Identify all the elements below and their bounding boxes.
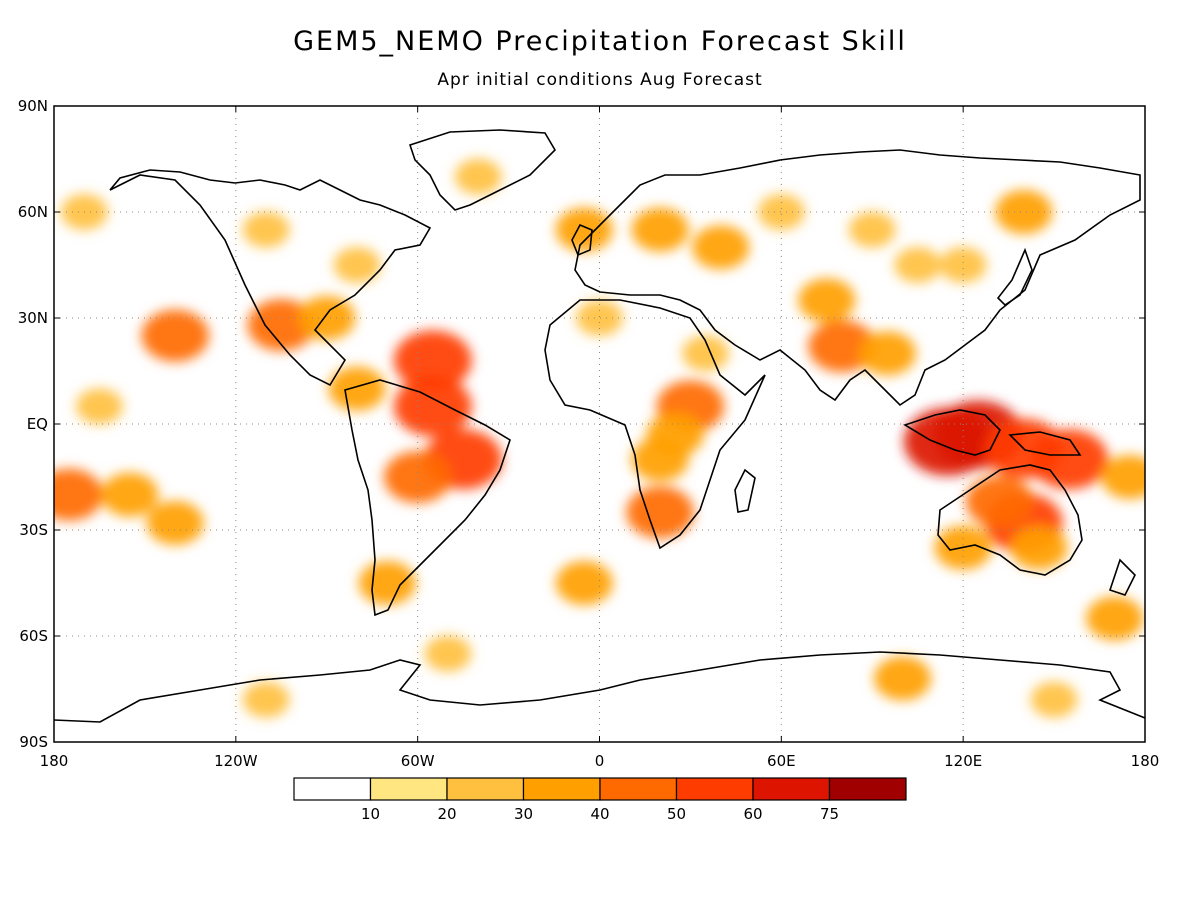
y-tick-label: 30N: [18, 309, 48, 327]
skill-region: [1030, 429, 1109, 490]
coast-japan: [996, 247, 1033, 307]
skill-region: [76, 388, 123, 425]
skill-region: [692, 225, 750, 270]
map-subtitle: Apr initial conditions Aug Forecast: [437, 70, 763, 90]
skill-region: [101, 472, 159, 517]
coast-greenland: [408, 129, 557, 211]
colorbar-swatch: [752, 777, 831, 801]
coast-south-america: [344, 379, 511, 617]
coast-indonesia: [903, 409, 1001, 456]
skill-region: [54, 468, 103, 521]
skill-region: [393, 376, 472, 437]
skill-region: [328, 366, 386, 411]
skill-region: [1030, 681, 1078, 718]
x-tick-label: 60E: [767, 752, 796, 770]
y-tick-label: 60S: [19, 627, 48, 645]
coast-australia: [937, 464, 1083, 576]
y-tick-label: 60N: [18, 203, 48, 221]
skill-region: [894, 247, 942, 283]
skill-region: [757, 194, 805, 230]
y-tick-label: 90N: [18, 97, 48, 115]
skill-region: [333, 247, 381, 283]
colorbar-swatch: [599, 777, 678, 801]
y-tick-label: 90S: [19, 733, 48, 751]
skill-region: [858, 331, 917, 376]
coast-africa: [544, 299, 766, 550]
skill-region: [146, 500, 204, 545]
coast-new-guinea: [1008, 431, 1082, 456]
skill-region: [555, 561, 613, 605]
map-title: GEM5_NEMO Precipitation Forecast Skill: [293, 26, 907, 57]
skill-region: [1086, 596, 1144, 641]
skill-region: [454, 158, 502, 195]
skill-region: [247, 299, 316, 352]
coast-antarctica: [54, 651, 1145, 723]
skill-region: [939, 247, 987, 283]
skill-region: [576, 300, 623, 336]
skill-region: [965, 475, 1034, 528]
coast-madagascar: [734, 468, 756, 513]
skill-region: [358, 561, 416, 605]
colorbar-swatch: [675, 777, 754, 801]
coast-new-zealand: [1108, 558, 1136, 596]
x-tick-label: 120E: [944, 752, 982, 770]
gridlines: [54, 106, 1145, 742]
skill-region: [298, 296, 356, 340]
colorbar-label: 30: [514, 805, 533, 823]
axes: 180 120W 60W 0 60E 120E 180 90N 60N 30N EQ 30S 60S 90…: [18, 97, 1160, 770]
skill-region: [646, 412, 704, 457]
colorbar-swatch: [828, 777, 907, 801]
x-tick-label: 180: [40, 752, 69, 770]
skill-region: [631, 207, 689, 252]
x-tick-label: 0: [595, 752, 605, 770]
skill-region: [798, 278, 856, 323]
skill-region: [1010, 525, 1068, 570]
colorbar-swatch: [369, 777, 448, 801]
skill-region: [141, 309, 210, 362]
colorbar-label: 75: [820, 805, 839, 823]
skill-region: [995, 190, 1053, 234]
coast-north-america: [109, 169, 432, 387]
skill-region: [808, 320, 876, 373]
skill-region: [383, 451, 452, 503]
colorbar-label: 20: [437, 805, 456, 823]
coast-eurasia: [574, 149, 1141, 407]
x-tick-label: 120W: [214, 752, 258, 770]
skill-region: [682, 335, 729, 372]
coastlines: [54, 129, 1145, 723]
colorbar-label: 10: [361, 805, 380, 823]
coast-british-isles: [571, 223, 593, 257]
y-tick-label: 30S: [19, 521, 48, 539]
colorbar-swatch: [446, 777, 525, 801]
x-tick-label: 60W: [401, 752, 435, 770]
skill-region: [1101, 455, 1145, 499]
y-tick-label: EQ: [27, 415, 48, 433]
colorbar-label: 40: [590, 805, 609, 823]
x-tick-label: 180: [1131, 752, 1160, 770]
colorbar-label: 50: [667, 805, 686, 823]
skill-region: [424, 635, 472, 672]
skill-region: [848, 211, 896, 248]
skill-region: [393, 330, 472, 391]
colorbar-swatch: [293, 777, 372, 801]
colorbar: 10 20 30 40 50 60 75: [293, 777, 907, 823]
skill-region: [242, 681, 290, 718]
skill-region: [555, 207, 613, 252]
colorbar-label: 60: [743, 805, 762, 823]
skill-region: [873, 656, 932, 701]
colorbar-swatch: [522, 777, 601, 801]
skill-region: [242, 211, 290, 248]
